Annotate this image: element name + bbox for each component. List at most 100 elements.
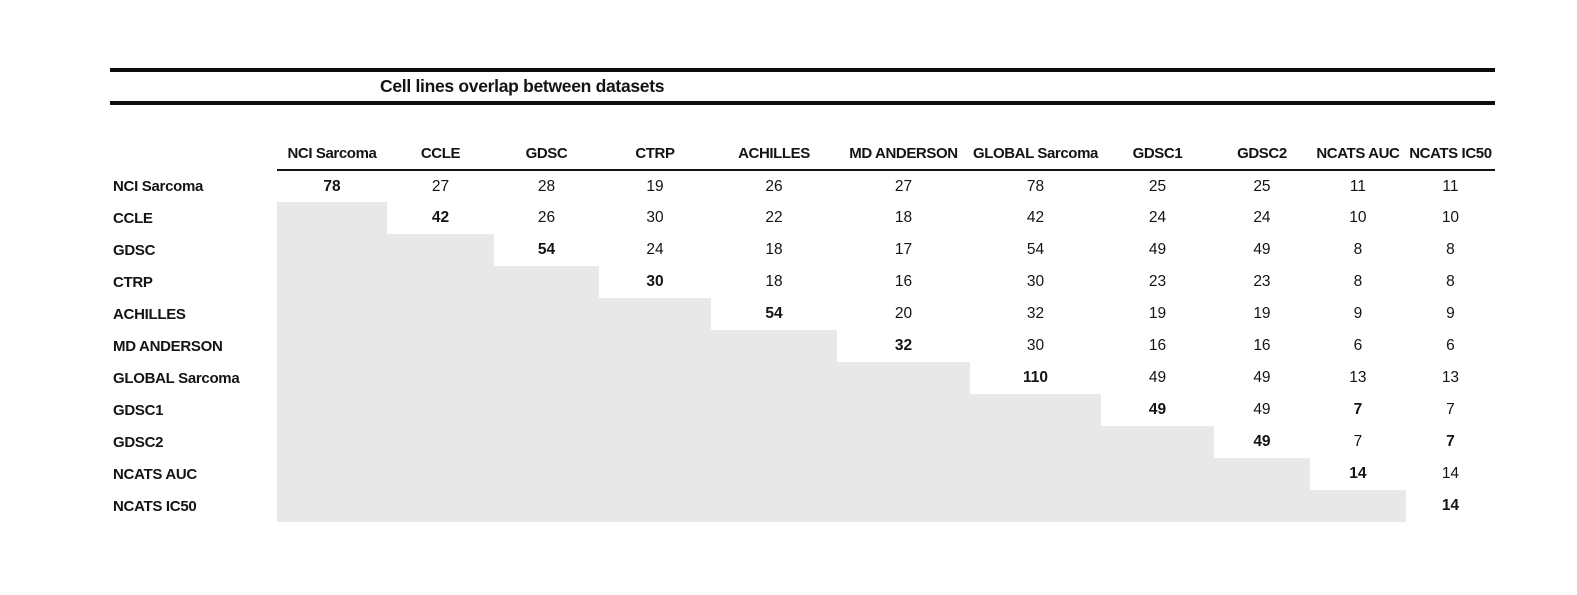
overlap-cell-gdsc-x-gdsc1: 49 — [1148, 241, 1167, 258]
overlap-cell-md-anderson-x-ncats-auc: 6 — [1353, 337, 1363, 354]
col-header-nci-sarcoma: NCI Sarcoma — [277, 135, 387, 171]
overlap-cell-gdsc2-x-ncats-ic50: 7 — [1446, 433, 1455, 450]
overlap-cell-gdsc-x-nci-sarcoma — [277, 234, 387, 266]
overlap-cell-nci-sarcoma-x-ctrp: 19 — [646, 177, 664, 195]
overlap-cell-ctrp-x-achilles: 18 — [765, 273, 783, 290]
overlap-cell-gdsc2-x-nci-sarcoma — [277, 426, 387, 458]
overlap-cell-ccle-x-ncats-ic50: 10 — [1441, 209, 1460, 226]
col-header-md-anderson: MD ANDERSON — [837, 135, 970, 171]
overlap-cell-gdsc2-x-gdsc2: 49 — [1253, 433, 1271, 450]
overlap-cell-nci-sarcoma-x-ncats-auc: 11 — [1349, 177, 1366, 195]
overlap-cell-nci-sarcoma-x-nci-sarcoma: 78 — [323, 177, 341, 195]
overlap-cell-global-sarcoma-x-nci-sarcoma — [277, 362, 387, 394]
table-row-gdsc1: GDSC1 49 49 7 7 — [110, 394, 1495, 426]
overlap-figure: Cell lines overlap between datasets NCI … — [110, 68, 1495, 522]
overlap-cell-ccle-x-ctrp: 30 — [646, 209, 664, 226]
overlap-cell-ncats-ic50-x-nci-sarcoma — [277, 490, 387, 522]
overlap-cell-ncats-auc-x-achilles — [711, 458, 838, 490]
overlap-cell-global-sarcoma-x-ncats-auc: 13 — [1349, 369, 1367, 386]
row-header-ncats-auc: NCATS AUC — [113, 465, 197, 483]
table-row-global-sarcoma: GLOBAL Sarcoma 110 49 49 13 13 — [110, 362, 1495, 394]
col-header-gdsc2: GDSC2 — [1213, 135, 1310, 171]
overlap-cell-achilles-x-achilles: 54 — [765, 305, 783, 322]
overlap-cell-ctrp-x-ccle — [386, 266, 494, 298]
overlap-cell-md-anderson-x-ccle — [386, 330, 494, 362]
overlap-cell-global-sarcoma-x-gdsc — [494, 362, 599, 394]
overlap-cell-achilles-x-ctrp — [598, 298, 711, 330]
overlap-cell-gdsc-x-achilles: 18 — [765, 241, 783, 258]
overlap-cell-ccle-x-achilles: 22 — [765, 209, 783, 226]
overlap-cell-gdsc-x-gdsc: 54 — [537, 241, 556, 258]
overlap-cell-gdsc1-x-global-sarcoma — [969, 394, 1101, 426]
overlap-cell-gdsc1-x-gdsc1: 49 — [1148, 401, 1167, 418]
overlap-cell-achilles-x-ncats-ic50: 9 — [1446, 305, 1455, 322]
overlap-cell-md-anderson-x-ncats-ic50: 6 — [1446, 337, 1455, 354]
table-header: NCI Sarcoma CCLE GDSC CTRP ACHILLES MD ANDERS… — [110, 135, 1495, 171]
table-row-ncats-auc: NCATS AUC 14 14 — [110, 458, 1495, 490]
top-rule — [110, 68, 1495, 72]
overlap-cell-global-sarcoma-x-md-anderson — [837, 362, 970, 394]
overlap-cell-global-sarcoma-x-ncats-ic50: 13 — [1441, 369, 1460, 386]
overlap-cell-ctrp-x-gdsc — [494, 266, 599, 298]
overlap-cell-global-sarcoma-x-global-sarcoma: 110 — [1022, 369, 1048, 386]
overlap-cell-ccle-x-gdsc: 26 — [537, 209, 556, 226]
overlap-cell-ctrp-x-global-sarcoma: 30 — [1026, 273, 1045, 290]
overlap-cell-achilles-x-gdsc — [494, 298, 599, 330]
table-row-achilles: ACHILLES 54 20 32 19 19 9 9 — [110, 298, 1495, 330]
overlap-cell-ccle-x-gdsc1: 24 — [1148, 209, 1167, 226]
overlap-cell-gdsc2-x-gdsc — [494, 426, 599, 458]
overlap-cell-gdsc-x-ctrp: 24 — [646, 241, 664, 258]
col-header-achilles: ACHILLES — [711, 135, 838, 171]
overlap-cell-ctrp-x-nci-sarcoma — [277, 266, 387, 298]
overlap-cell-nci-sarcoma-x-achilles: 26 — [765, 177, 783, 195]
overlap-cell-gdsc1-x-ccle — [386, 394, 494, 426]
overlap-cell-md-anderson-x-gdsc1: 16 — [1148, 337, 1167, 354]
overlap-cell-ncats-auc-x-md-anderson — [837, 458, 970, 490]
col-header-ncats-auc: NCATS AUC — [1309, 135, 1406, 171]
table-row-nci-sarcoma: NCI Sarcoma 78 27 28 19 26 27 78 25 25 11 11 — [110, 170, 1495, 202]
overlap-cell-ctrp-x-gdsc1: 23 — [1148, 273, 1167, 290]
col-header-gdsc: GDSC — [494, 135, 599, 171]
overlap-cell-achilles-x-ncats-auc: 9 — [1353, 305, 1363, 322]
overlap-cell-gdsc-x-ncats-auc: 8 — [1353, 241, 1363, 258]
table-row-ncats-ic50: NCATS IC50 14 — [110, 490, 1495, 522]
row-header-global-sarcoma: GLOBAL Sarcoma — [113, 369, 240, 387]
overlap-cell-ncats-ic50-x-global-sarcoma — [969, 490, 1101, 522]
row-header-ctrp: CTRP — [113, 273, 153, 291]
corner-cell — [110, 135, 277, 170]
row-header-gdsc1: GDSC1 — [113, 401, 164, 419]
overlap-cell-ncats-ic50-x-gdsc2 — [1213, 490, 1310, 522]
overlap-cell-ccle-x-nci-sarcoma — [277, 202, 387, 234]
overlap-cell-gdsc1-x-ctrp — [598, 394, 711, 426]
overlap-cell-ncats-ic50-x-ncats-auc — [1309, 490, 1406, 522]
overlap-cell-achilles-x-gdsc1: 19 — [1148, 305, 1167, 322]
overlap-cell-ncats-ic50-x-achilles — [711, 490, 838, 522]
overlap-cell-global-sarcoma-x-ctrp — [598, 362, 711, 394]
table-row-ccle: CCLE 42 26 30 22 18 42 24 24 10 10 — [110, 202, 1495, 234]
overlap-cell-nci-sarcoma-x-global-sarcoma: 78 — [1026, 177, 1045, 195]
overlap-cell-ncats-auc-x-ctrp — [598, 458, 711, 490]
header-row: NCI Sarcoma CCLE GDSC CTRP ACHILLES MD ANDERS… — [110, 135, 1495, 171]
overlap-cell-achilles-x-nci-sarcoma — [277, 298, 387, 330]
overlap-cell-gdsc-x-ccle — [386, 234, 494, 266]
overlap-cell-gdsc2-x-global-sarcoma — [969, 426, 1101, 458]
overlap-cell-nci-sarcoma-x-gdsc1: 25 — [1148, 177, 1167, 195]
overlap-cell-md-anderson-x-md-anderson: 32 — [894, 337, 913, 354]
overlap-cell-achilles-x-md-anderson: 20 — [894, 305, 913, 322]
table-row-ctrp: CTRP 30 18 16 30 23 23 8 8 — [110, 266, 1495, 298]
overlap-cell-ncats-auc-x-ccle — [386, 458, 494, 490]
overlap-cell-ncats-auc-x-gdsc1 — [1100, 458, 1214, 490]
overlap-cell-ctrp-x-gdsc2: 23 — [1253, 273, 1271, 290]
overlap-cell-ncats-ic50-x-md-anderson — [837, 490, 970, 522]
overlap-cell-gdsc2-x-ctrp — [598, 426, 711, 458]
row-header-achilles: ACHILLES — [113, 305, 186, 323]
overlap-cell-gdsc-x-gdsc2: 49 — [1253, 241, 1271, 258]
overlap-cell-gdsc2-x-md-anderson — [837, 426, 970, 458]
row-header-ccle: CCLE — [113, 209, 153, 227]
table-row-md-anderson: MD ANDERSON 32 30 16 16 6 6 — [110, 330, 1495, 362]
overlap-cell-nci-sarcoma-x-md-anderson: 27 — [894, 177, 913, 195]
overlap-cell-gdsc1-x-gdsc — [494, 394, 599, 426]
col-header-global-sarcoma: GLOBAL Sarcoma — [969, 135, 1101, 171]
overlap-cell-ccle-x-global-sarcoma: 42 — [1026, 209, 1045, 226]
overlap-cell-gdsc-x-ncats-ic50: 8 — [1446, 241, 1455, 258]
